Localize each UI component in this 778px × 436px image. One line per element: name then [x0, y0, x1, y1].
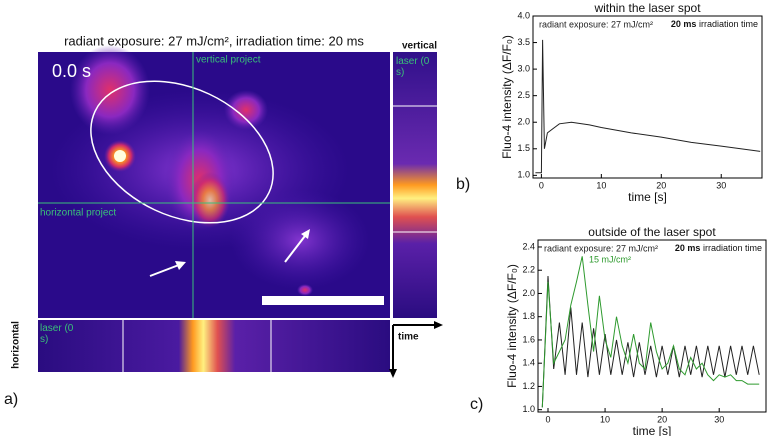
- y-tick-label: 2.5: [517, 90, 530, 100]
- panel-label: b): [456, 176, 470, 193]
- time-stamp: 0.0 s: [52, 61, 91, 81]
- annotation-bold: 20 ms: [671, 19, 697, 29]
- annotation-text: irradiation time: [703, 243, 762, 253]
- series-line: [535, 39, 761, 174]
- figure-title: radiant exposure: 27 mJ/cm², irradiation…: [64, 33, 364, 48]
- vertical-project-label: vertical project: [196, 55, 261, 66]
- x-tick-label: 10: [596, 180, 606, 190]
- horizontal-label: horizontal: [11, 321, 22, 369]
- annotation-text: irradiation time: [699, 19, 758, 29]
- plot-frame: [537, 239, 767, 413]
- x-tick-label: 0: [545, 414, 550, 424]
- x-axis-label: time [s]: [633, 424, 672, 436]
- chart-title: outside of the laser spot: [588, 225, 716, 239]
- panel-label: c): [470, 396, 483, 413]
- panel-label: a): [4, 391, 18, 408]
- y-tick-label: 1.4: [522, 358, 535, 368]
- y-axis-label: Fluo-4 intensity (ΔF/F₀): [505, 264, 519, 388]
- laser-vertical-box: laser (0 s): [396, 56, 430, 78]
- y-tick-label: 1.2: [522, 381, 535, 391]
- y-tick-label: 1.5: [517, 143, 530, 153]
- y-tick-label: 2.0: [517, 117, 530, 127]
- y-tick-label: 3.0: [517, 63, 530, 73]
- y-tick-label: 2.2: [522, 265, 535, 275]
- annotation: 20 ms irradiation time: [675, 243, 762, 253]
- y-tick-label: 2.0: [522, 288, 535, 298]
- annotation-bold: 20 ms: [675, 243, 701, 253]
- annotation: 20 ms irradiation time: [671, 19, 758, 29]
- x-tick-label: 30: [714, 414, 724, 424]
- x-tick-label: 20: [657, 414, 667, 424]
- laser-horizontal: laser (0 s): [40, 323, 74, 345]
- horizontal-project-label: horizontal project: [40, 208, 116, 219]
- micrograph: [38, 45, 443, 378]
- x-tick-label: 10: [600, 414, 610, 424]
- laser-vertical: laser (0 s): [396, 56, 430, 78]
- series-line: [541, 256, 760, 408]
- legend-label: radiant exposure: 27 mJ/cm²: [539, 19, 653, 29]
- laser-horizontal-box: laser (0 s): [40, 323, 74, 345]
- y-tick-label: 1.0: [517, 170, 530, 180]
- time-axis-label: time: [398, 332, 419, 343]
- x-tick-label: 30: [716, 180, 726, 190]
- y-tick-label: 4.0: [517, 10, 530, 20]
- vertical-label: vertical: [402, 41, 437, 52]
- y-tick-label: 1.0: [522, 404, 535, 414]
- x-tick-label: 20: [656, 180, 666, 190]
- legend-label: radiant exposure: 27 mJ/cm²: [544, 243, 658, 253]
- y-tick-label: 3.5: [517, 37, 530, 47]
- chart-title: within the laser spot: [593, 1, 701, 15]
- legend-label: 15 mJ/cm²: [589, 254, 631, 264]
- plot-frame: [532, 15, 763, 179]
- y-tick-label: 2.4: [522, 241, 535, 251]
- y-tick-label: 1.8: [522, 311, 535, 321]
- series-line: [541, 275, 760, 408]
- x-axis-label: time [s]: [628, 190, 667, 204]
- y-tick-label: 1.6: [522, 334, 535, 344]
- x-tick-label: 0: [539, 180, 544, 190]
- y-axis-label: Fluo-4 intensity (ΔF/F₀): [500, 35, 514, 159]
